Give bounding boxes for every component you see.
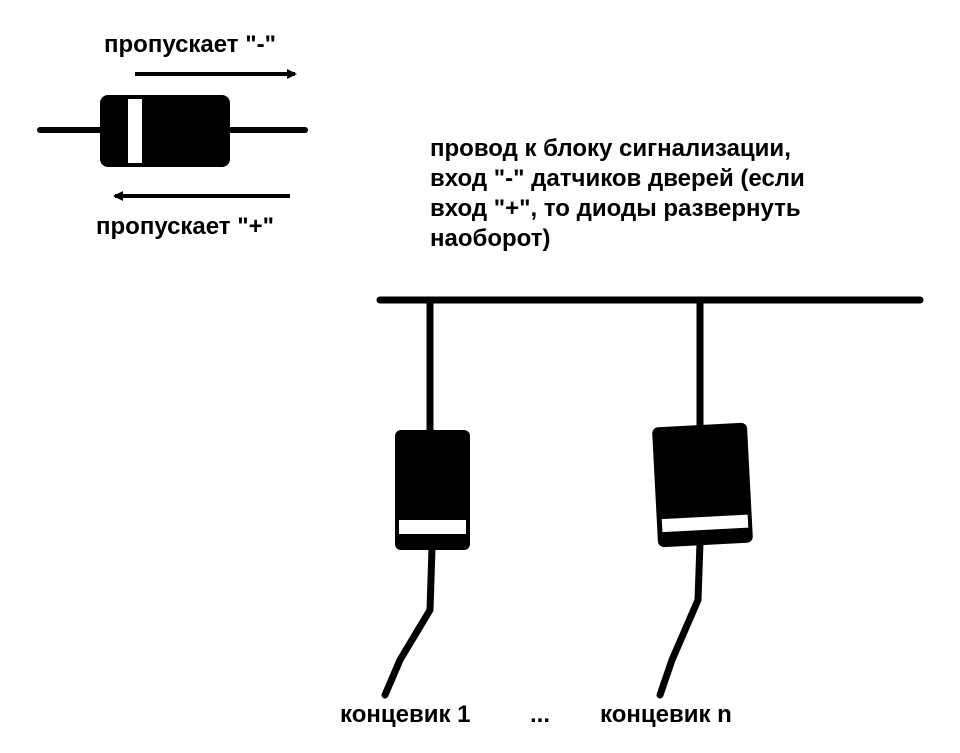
circuit bbox=[380, 300, 920, 695]
diode-1 bbox=[395, 430, 470, 550]
diagram-canvas: пропускает "-" пропускает "+" провод к б… bbox=[0, 0, 960, 753]
label-pass-minus: пропускает "-" bbox=[104, 30, 276, 60]
diode-2 bbox=[652, 423, 753, 548]
legend-diode-body bbox=[100, 95, 230, 167]
legend-cathode-band bbox=[128, 99, 142, 163]
drop-wire-1-bottom bbox=[385, 548, 432, 695]
diagram-svg bbox=[0, 0, 960, 753]
label-main-note: провод к блоку сигнализации, вход "-" да… bbox=[430, 134, 805, 254]
label-ellipsis: ... bbox=[530, 700, 550, 730]
label-end-n: концевик n bbox=[600, 700, 732, 730]
label-end-1: концевик 1 bbox=[340, 700, 471, 730]
label-pass-plus: пропускает "+" bbox=[96, 212, 274, 242]
drop-wire-2-bottom bbox=[660, 543, 700, 695]
legend-diode bbox=[40, 74, 305, 196]
